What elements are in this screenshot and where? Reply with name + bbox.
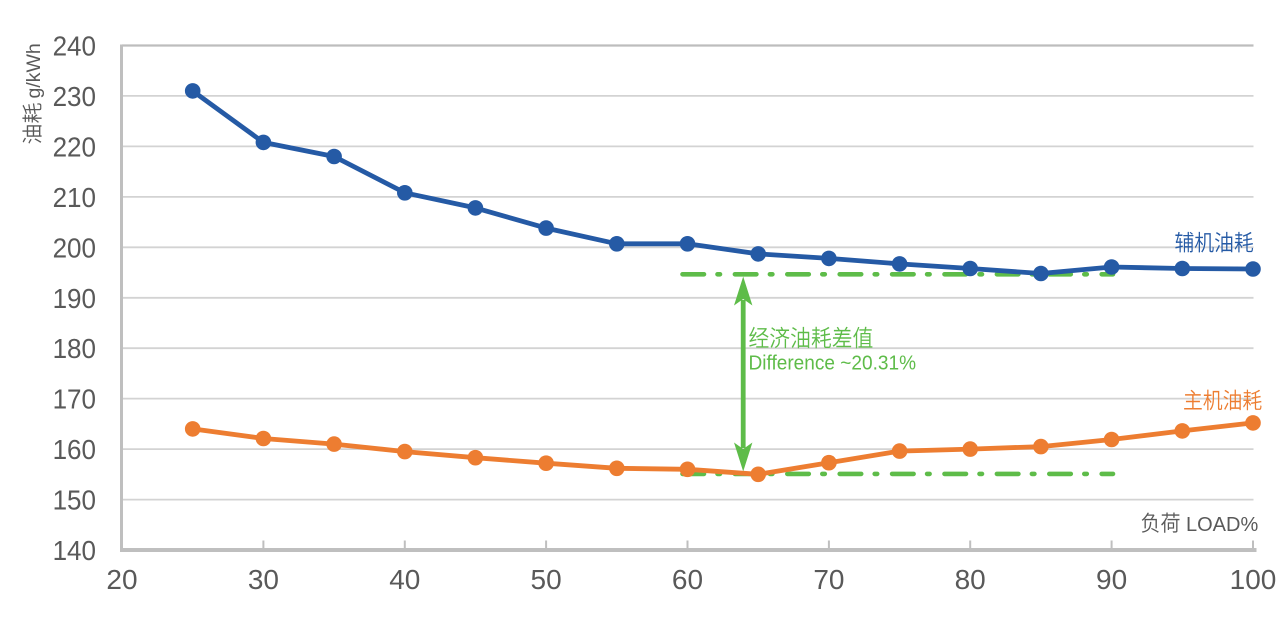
svg-text:80: 80	[955, 564, 986, 595]
svg-text:60: 60	[672, 564, 703, 595]
svg-text:100: 100	[1230, 564, 1277, 595]
svg-text:220: 220	[53, 132, 96, 163]
svg-text:70: 70	[813, 564, 844, 595]
svg-text:20: 20	[106, 564, 137, 595]
svg-text:140: 140	[53, 535, 96, 566]
svg-text:40: 40	[389, 564, 420, 595]
svg-text:160: 160	[53, 434, 96, 465]
svg-text:g/kWh: g/kWh	[23, 43, 45, 98]
svg-text:50: 50	[531, 564, 562, 595]
svg-text:230: 230	[53, 81, 96, 112]
svg-text:90: 90	[1096, 564, 1127, 595]
svg-text:LOAD%: LOAD%	[1186, 514, 1258, 536]
svg-text:200: 200	[53, 232, 96, 263]
svg-text:240: 240	[53, 31, 96, 62]
svg-text:170: 170	[53, 384, 96, 415]
svg-text:Difference ~20.31%: Difference ~20.31%	[749, 352, 917, 375]
svg-text:150: 150	[53, 485, 96, 516]
svg-text:190: 190	[53, 283, 96, 314]
svg-text:210: 210	[53, 182, 96, 213]
svg-text:30: 30	[248, 564, 279, 595]
svg-text:180: 180	[53, 333, 96, 364]
